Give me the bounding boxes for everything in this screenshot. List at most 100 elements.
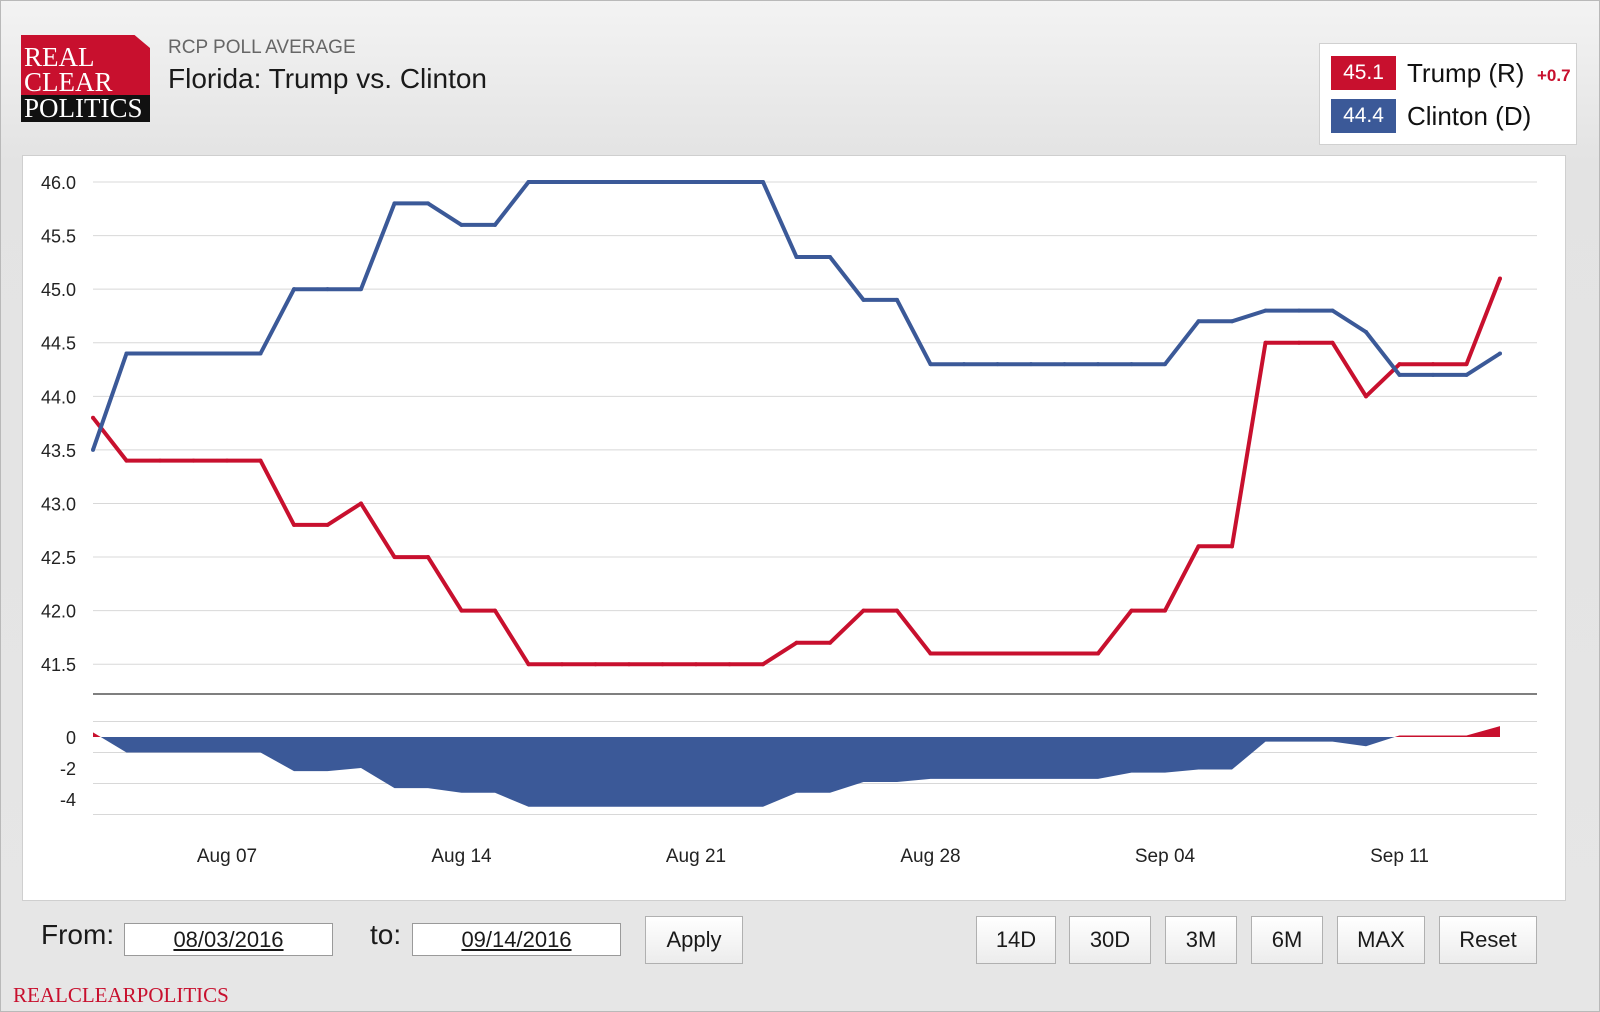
spread-area-segment [495,737,529,807]
data-point-trump [694,662,698,667]
spread-area-segment [897,737,931,782]
data-point-trump [1196,544,1201,549]
series-line-trump [91,277,1502,667]
data-point-clinton [1196,319,1201,324]
spread-area-segment [964,737,998,779]
footer-brand: REALCLEARPOLITICS [13,983,229,1007]
data-point-clinton [593,180,598,184]
spread-area-segment [93,732,101,737]
spread-area-segment [1265,737,1299,742]
data-point-trump [828,640,832,645]
y-tick-label: 44.0 [41,387,76,407]
spread-area-segment [1399,735,1433,737]
rcp-logo: REAL CLEAR POLITICS [21,35,150,122]
data-point-clinton [962,362,966,367]
data-point-clinton [292,287,296,292]
date-controls: From: 08/03/2016 to: 09/14/2016 Apply 14… [22,901,1566,981]
y-tick-label: 41.5 [41,655,76,675]
from-date-input[interactable]: 08/03/2016 [124,923,333,956]
y-tick-label: 43.0 [41,494,76,514]
data-point-trump [1431,362,1435,367]
data-point-clinton [861,297,866,302]
data-point-clinton [1431,372,1435,377]
data-point-trump [1096,651,1100,656]
to-date-input[interactable]: 09/14/2016 [412,923,621,956]
y-tick-label: 45.5 [41,227,76,247]
x-tick-label: Sep 11 [1370,846,1429,867]
y-tick-label: 42.0 [41,602,76,622]
x-tick-label: Aug 21 [666,846,726,867]
data-point-trump [1464,362,1469,367]
x-tick-label: Aug 07 [197,846,257,867]
data-point-trump [627,662,631,667]
data-point-clinton [794,255,799,260]
y-tick-label: 42.5 [41,548,76,568]
data-point-trump [426,555,430,560]
data-point-trump [493,608,497,613]
data-point-clinton [91,447,95,452]
spread-area-segment [126,737,160,753]
reset-button[interactable]: Reset [1439,916,1537,964]
data-point-clinton [225,351,229,356]
data-point-trump [1297,340,1301,345]
range-14d-button[interactable]: 14D [976,916,1056,964]
plot-area[interactable]: 46.0 45.5 45.0 44.5 44.0 43.5 43.0 42.5 42.0 41.5… [22,155,1566,901]
spread-area-segment [1165,737,1199,773]
range-30d-button[interactable]: 30D [1069,916,1151,964]
spread-area-segment [1232,737,1266,770]
data-point-trump [225,458,229,463]
legend-name-trump: Trump (R) [1407,58,1525,88]
spread-area-segment [796,737,830,793]
spread-area-segment [1299,737,1333,742]
data-point-trump [861,608,866,613]
data-point-clinton [124,351,129,356]
data-point-clinton [627,180,631,184]
spread-area-segment [662,737,696,807]
y-tick-label: 45.0 [41,280,76,300]
from-label: From: [41,919,115,950]
chart-svg: 46.0 45.5 45.0 44.5 44.0 43.5 43.0 42.5 42.0 41.5… [41,173,1537,867]
chart-title: Florida: Trump vs. Clinton [168,63,487,94]
data-point-clinton [459,222,464,227]
data-point-clinton [1297,308,1301,313]
logo-line-2: CLEAR [24,67,113,97]
range-max-button[interactable]: MAX [1337,916,1425,964]
data-point-clinton [258,351,263,356]
spread-area-segment [1064,737,1098,779]
spread-area-segment [227,737,261,753]
spread-area-segment [361,737,395,789]
data-point-clinton [660,180,665,184]
data-point-clinton [995,362,1000,367]
chart-subtitle: RCP POLL AVERAGE [168,37,356,58]
logo-line-1: REAL [24,42,95,72]
data-point-clinton [761,180,765,184]
spread-area-segment [830,737,864,793]
spread-area-segment [1031,737,1065,779]
apply-button[interactable]: Apply [645,916,743,964]
data-point-clinton [1230,319,1234,324]
legend-value-clinton: 44.4 [1331,99,1396,133]
spread-area-segment [930,737,964,779]
spread-area-segment [294,737,328,772]
data-point-clinton [325,287,330,292]
data-point-trump [1029,651,1033,656]
x-tick-label: Aug 28 [900,846,960,867]
spread-area-segment [1098,737,1132,779]
spread-area-segment [528,737,562,807]
range-3m-button[interactable]: 3M [1165,916,1237,964]
data-point-clinton [1263,308,1268,313]
spread-area-segment [1332,737,1366,747]
spread-area-segment [1198,737,1232,770]
spread-area-segment [461,737,495,793]
data-point-trump [560,662,564,667]
data-point-trump [1129,608,1134,613]
logo-line-3: POLITICS [21,95,150,122]
data-point-clinton [560,180,564,184]
data-point-trump [359,501,363,506]
spread-area-segment [428,737,462,793]
data-point-trump [191,458,196,463]
range-6m-button[interactable]: 6M [1251,916,1323,964]
data-point-clinton [1397,372,1402,377]
data-point-clinton [1062,362,1067,367]
legend-change-trump: +0.7 [1537,66,1571,85]
